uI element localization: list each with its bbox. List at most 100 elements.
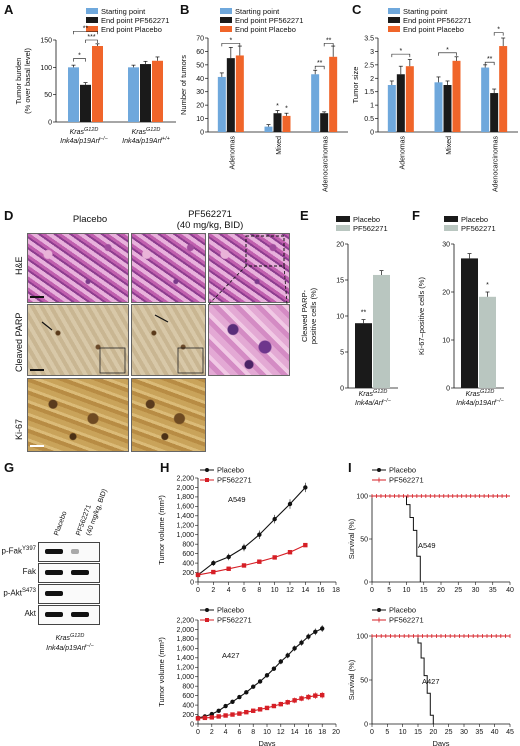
chartE-ytick-label: 15 bbox=[336, 278, 344, 285]
chartH1-ytick-label: 2,200 bbox=[176, 475, 194, 482]
chartH1-point bbox=[211, 569, 216, 575]
chartE-ylabel: Cleaved PARP- bbox=[300, 290, 309, 342]
chartA-sig-label: * bbox=[78, 53, 81, 60]
chartC-ytick-label: 2 bbox=[370, 76, 374, 83]
panel-label-d: D bbox=[4, 208, 14, 223]
e-cat-line2: Ink4a/Arf−/− bbox=[355, 398, 392, 407]
chartH2-xtick-label: 20 bbox=[332, 729, 340, 736]
chartA-ytick-label: 50 bbox=[44, 92, 52, 99]
chartI2-xlabel: Days bbox=[432, 739, 449, 746]
chartH1-point bbox=[257, 559, 262, 564]
chartI2-ytick-label: 50 bbox=[360, 677, 368, 684]
chartH2-annotation: A427 bbox=[222, 651, 240, 660]
chartH1-xtick-label: 0 bbox=[196, 587, 200, 594]
chartC-sig-bracket bbox=[391, 53, 411, 58]
chartH2-legend-label: Placebo bbox=[217, 606, 244, 615]
chartI1-legend-marker bbox=[377, 468, 381, 472]
ki67-pf-image bbox=[131, 378, 206, 452]
chartA-ylabel: Tumor burden bbox=[14, 58, 23, 105]
chartB-legend-label: End point PF562271 bbox=[235, 16, 303, 25]
chartH2-ytick-label: 2,000 bbox=[176, 627, 194, 634]
chartI2-annotation: A427 bbox=[422, 677, 440, 686]
chartC-bar bbox=[481, 67, 490, 132]
chartH1-point bbox=[226, 566, 231, 571]
a-cat2-line1: KrasG12D bbox=[132, 127, 161, 136]
chartC-bar bbox=[396, 74, 405, 132]
chartA-sig-bracket bbox=[73, 58, 86, 62]
chartI2-xtick-label: 40 bbox=[491, 729, 499, 736]
g-cat-line2: Ink4a/p19Arf−/− bbox=[46, 643, 94, 652]
chartH2-point bbox=[230, 699, 235, 704]
chartE-bar bbox=[355, 323, 372, 388]
chartA-legend-label: Starting point bbox=[101, 7, 146, 16]
chartH2-point bbox=[209, 711, 214, 717]
chartH2-ytick-label: 0 bbox=[190, 721, 194, 728]
chartE-sig-label: ** bbox=[361, 310, 367, 317]
chartH1-xtick-label: 6 bbox=[242, 587, 246, 594]
chartH2-ylabel: Tumor volume (mm³) bbox=[157, 637, 166, 707]
chartB-sig-label: * bbox=[276, 103, 279, 110]
chartH1-ytick-label: 1,000 bbox=[176, 532, 194, 539]
g-label-pakt: p-AktS473 bbox=[3, 588, 36, 598]
g-blot-akt bbox=[38, 605, 100, 625]
chartH1-ylabel: Tumor volume (mm³) bbox=[157, 495, 166, 565]
chartB-sig-bracket bbox=[323, 43, 334, 47]
chartB-ytick-label: 50 bbox=[196, 62, 204, 69]
chartH2-point bbox=[313, 693, 318, 698]
chartB-bar bbox=[264, 126, 273, 132]
chartH1-ytick-label: 1,800 bbox=[176, 494, 194, 501]
g-band-pakt-placebo bbox=[45, 591, 63, 596]
chartH1-legend-label: PF562271 bbox=[217, 476, 252, 485]
chartH1-point bbox=[272, 516, 277, 522]
chartC-sig-bracket bbox=[484, 61, 495, 66]
chartH1-xtick-label: 16 bbox=[317, 587, 325, 594]
d-col-pf: PF562271 bbox=[188, 209, 232, 220]
chartH2-xtick-label: 12 bbox=[277, 729, 285, 736]
chartI2-xtick-label: 15 bbox=[414, 729, 422, 736]
zoom-box bbox=[245, 235, 285, 267]
chartH1-ytick-label: 1,200 bbox=[176, 523, 194, 530]
chartC-bar bbox=[490, 93, 499, 132]
chartH2-point bbox=[320, 692, 325, 698]
g-label-pfak: p-FakY397 bbox=[1, 546, 36, 556]
chartH2-ytick-label: 1,200 bbox=[176, 665, 194, 672]
chartB-bar bbox=[282, 115, 291, 132]
g-label-fak: Fak bbox=[22, 567, 36, 576]
chartI2-xtick-label: 25 bbox=[445, 729, 453, 736]
chartH1-xtick-label: 14 bbox=[301, 587, 309, 594]
chartI1-legend-label: PF562271 bbox=[389, 476, 424, 485]
chartH2-xlabel: Days bbox=[258, 739, 275, 746]
chartC-xtick-label: Adenomas bbox=[399, 136, 406, 170]
chartC-bar bbox=[443, 85, 452, 132]
chartB-ylabel: Number of tumors bbox=[179, 55, 188, 115]
chartH2-point bbox=[278, 701, 283, 707]
chartC-legend-swatch bbox=[388, 8, 400, 14]
chartA-bar bbox=[152, 60, 163, 122]
chartA-sig-label: *** bbox=[87, 34, 95, 41]
chartI1-ylabel: Survival (%) bbox=[347, 518, 356, 559]
chartH2-point bbox=[271, 703, 277, 709]
chartI2-xtick-label: 5 bbox=[385, 729, 389, 736]
chartH1-ytick-label: 0 bbox=[190, 579, 194, 586]
chart-c: 0 0.5 1 1.5 2 2.5 3 3.5 Tumor size Adenomas Mixed A… bbox=[351, 7, 518, 192]
chartH2-point bbox=[216, 708, 221, 713]
chartH2-point bbox=[299, 696, 304, 701]
panel-label-f: F bbox=[412, 208, 420, 223]
chartH2-point bbox=[257, 679, 263, 684]
chartC-legend-label: End point PF562271 bbox=[403, 16, 471, 25]
chartB-legend-swatch bbox=[220, 26, 232, 32]
chartB-xtick-label: Adenomas bbox=[229, 136, 236, 170]
chartB-ytick-label: 60 bbox=[196, 49, 204, 56]
chartF-legend-label: Placebo bbox=[461, 215, 488, 224]
chartH2-point bbox=[285, 653, 290, 658]
chartI2-legend-marker bbox=[377, 608, 381, 612]
panel-label-c: C bbox=[352, 2, 362, 17]
chartA-bar bbox=[92, 46, 103, 122]
chartH2-xtick-label: 10 bbox=[263, 729, 271, 736]
chartA-legend-swatch bbox=[86, 26, 98, 32]
chartI1-xtick-label: 35 bbox=[489, 587, 497, 594]
chartH2-point bbox=[306, 634, 311, 639]
chartH2-xtick-label: 16 bbox=[305, 729, 313, 736]
chartH1-point bbox=[241, 563, 247, 568]
chartI1-xtick-label: 0 bbox=[370, 587, 374, 594]
